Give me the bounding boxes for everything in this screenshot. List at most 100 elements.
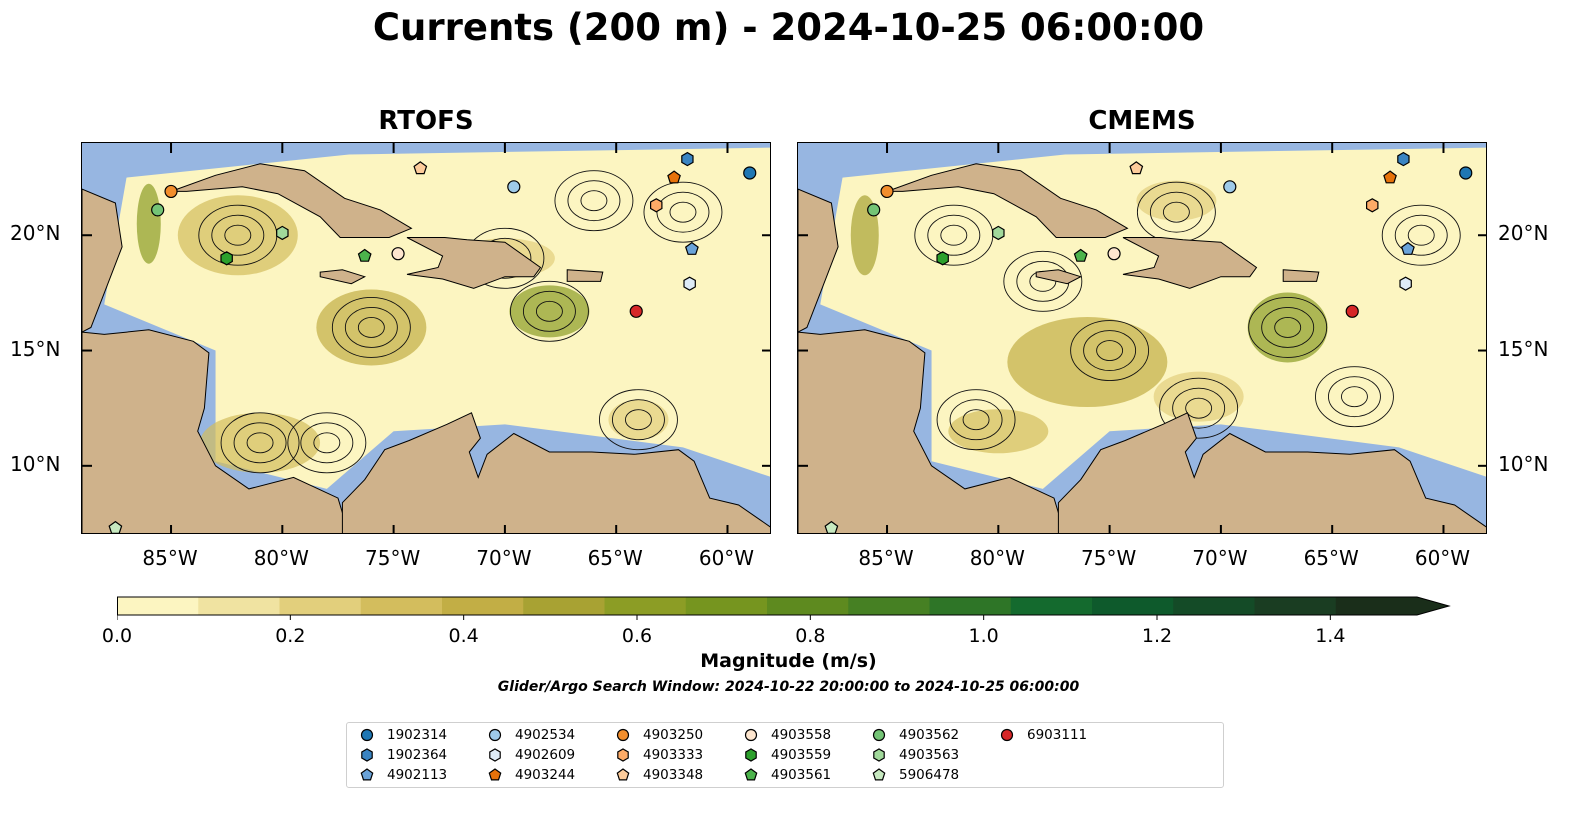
colorbar-tick-label: 0.2 (275, 625, 306, 647)
float-marker-1902364[interactable] (681, 151, 694, 167)
legend-label: 4903563 (899, 747, 960, 763)
legend-label: 1902364 (387, 747, 448, 763)
legend-label: 5906478 (899, 767, 960, 783)
legend-label: 4902534 (515, 727, 576, 743)
legend-label: 4903333 (643, 747, 704, 763)
panel-title-cmems: CMEMS (1088, 106, 1196, 136)
legend-marker-4903558 (744, 728, 758, 742)
float-legend: 1902314 1902364 4902113 4902534 4902609 49032… (346, 722, 1224, 788)
float-marker-1902314[interactable] (743, 166, 757, 180)
legend-item-5906478: 5906478 (871, 766, 959, 784)
legend-item-6903111: 6903111 (999, 726, 1087, 744)
legend-marker-5906478 (872, 768, 886, 781)
float-marker-4903558[interactable] (391, 247, 405, 261)
lat-tick-label: 10°N (1498, 451, 1549, 476)
legend-marker-4903562 (872, 728, 886, 742)
lon-tick-label: 80°W (253, 546, 309, 570)
lat-tick-label: 20°N (10, 221, 61, 246)
float-marker-4903333[interactable] (1365, 198, 1379, 213)
lat-tick-label: 10°N (10, 451, 61, 476)
legend-item-4903558: 4903558 (743, 726, 831, 744)
legend-marker-4903333 (617, 748, 629, 762)
float-marker-4903250[interactable] (164, 184, 178, 199)
float-marker-4903333[interactable] (649, 198, 663, 213)
lon-tick-label: 60°W (1414, 546, 1471, 570)
float-marker-4903562[interactable] (151, 203, 165, 217)
legend-label: 4903558 (771, 727, 832, 743)
lon-tick-label: 80°W (969, 546, 1025, 570)
float-marker-4903558[interactable] (1107, 247, 1121, 261)
float-marker-6903111[interactable] (629, 304, 643, 318)
float-marker-4902113[interactable] (1400, 241, 1415, 255)
legend-item-4903563: 4903563 (871, 746, 959, 764)
float-marker-1902364[interactable] (1397, 151, 1410, 167)
colorbar-tick-label: 1.4 (1315, 625, 1346, 647)
lon-tick-label: 65°W (587, 546, 643, 570)
colorbar-tick-label: 0.6 (621, 625, 653, 647)
lat-tick-label: 15°N (1498, 336, 1549, 361)
legend-marker-4903250 (616, 728, 630, 742)
float-marker-4903563[interactable] (276, 225, 289, 241)
float-marker-4903559[interactable] (936, 251, 949, 266)
legend-item-4903333: 4903333 (615, 746, 703, 764)
float-marker-6903111[interactable] (1345, 304, 1359, 318)
float-marker-4903559[interactable] (220, 251, 233, 266)
legend-item-4903244: 4903244 (487, 766, 575, 784)
float-marker-4903348[interactable] (413, 161, 428, 175)
legend-label: 4903559 (771, 747, 832, 763)
lat-tick-label: 15°N (10, 336, 61, 361)
float-marker-4903562[interactable] (867, 203, 881, 217)
float-marker-4902534[interactable] (1223, 180, 1237, 194)
map-cmems[interactable] (797, 142, 1487, 534)
float-marker-1902314[interactable] (1459, 166, 1473, 180)
legend-label: 4903561 (771, 767, 832, 783)
legend-item-4903562: 4903562 (871, 726, 959, 744)
lon-tick-label: 75°W (1080, 546, 1137, 570)
legend-label: 4902609 (515, 747, 576, 763)
float-marker-4903250[interactable] (880, 184, 894, 199)
float-marker-4902534[interactable] (507, 180, 521, 194)
float-marker-4903244[interactable] (1383, 170, 1397, 184)
float-marker-4903561[interactable] (357, 248, 372, 262)
float-marker-5906478[interactable] (108, 520, 123, 534)
colorbar-tick-label: 0.4 (448, 625, 479, 647)
lon-tick-label: 60°W (698, 546, 755, 570)
colorbar-tick-label: 1.2 (1141, 625, 1173, 647)
float-marker-4902609[interactable] (683, 276, 696, 291)
float-marker-4903561[interactable] (1073, 248, 1088, 262)
lon-tick-label: 70°W (476, 546, 532, 570)
float-marker-4903244[interactable] (667, 170, 681, 184)
float-marker-4902609[interactable] (1399, 276, 1412, 291)
colorbar-label: Magnitude (m/s) (700, 650, 877, 672)
legend-item-4902609: 4902609 (487, 746, 575, 764)
legend-item-4903348: 4903348 (615, 766, 703, 784)
lon-tick-label: 75°W (364, 546, 421, 570)
legend-marker-4903348 (616, 768, 630, 781)
legend-label: 6903111 (1027, 727, 1088, 743)
legend-label: 4903250 (643, 727, 704, 743)
legend-label: 4903562 (899, 727, 960, 743)
lat-tick-label: 20°N (1498, 221, 1549, 246)
legend-marker-4902609 (489, 748, 501, 762)
figure-title: Currents (200 m) - 2024-10-25 06:00:00 (372, 6, 1205, 49)
legend-label: 4903244 (515, 767, 576, 783)
legend-marker-1902364 (361, 748, 373, 762)
panel-title-rtofs: RTOFS (378, 106, 474, 136)
float-marker-5906478[interactable] (824, 520, 839, 534)
legend-item-4902534: 4902534 (487, 726, 575, 744)
lon-tick-label: 65°W (1303, 546, 1359, 570)
legend-label: 1902314 (387, 727, 448, 743)
legend-item-4903559: 4903559 (743, 746, 831, 764)
colorbar (117, 596, 1451, 620)
float-marker-4902113[interactable] (684, 241, 699, 255)
legend-item-4902113: 4902113 (359, 766, 447, 784)
legend-item-4903250: 4903250 (615, 726, 703, 744)
legend-item-1902314: 1902314 (359, 726, 447, 744)
lon-tick-label: 85°W (142, 546, 198, 570)
legend-marker-6903111 (1000, 728, 1014, 742)
legend-marker-4902534 (488, 728, 502, 742)
map-rtofs[interactable] (81, 142, 771, 534)
lon-tick-label: 70°W (1192, 546, 1248, 570)
float-marker-4903563[interactable] (992, 225, 1005, 241)
float-marker-4903348[interactable] (1129, 161, 1144, 175)
